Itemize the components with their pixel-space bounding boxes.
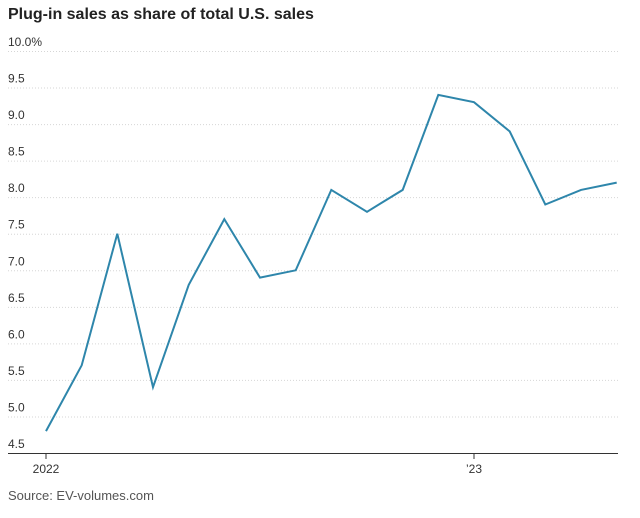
y-tick-label: 7.0 (8, 254, 25, 268)
x-axis-ticks: 2022 ’23 (33, 453, 482, 476)
x-tick-label: ’23 (466, 462, 482, 476)
series-line (45, 93, 617, 432)
series-lines (45, 93, 617, 432)
y-tick-label: 5.0 (8, 400, 25, 414)
y-tick-label: 9.5 (8, 72, 25, 86)
y-tick-label: 8.0 (8, 181, 25, 195)
y-tick-label: 9.0 (8, 108, 25, 122)
chart-title: Plug-in sales as share of total U.S. sal… (8, 6, 314, 23)
y-gridlines (8, 51, 618, 454)
x-tick-label: 2022 (33, 462, 60, 476)
source-note: Source: EV-volumes.com (8, 488, 154, 503)
y-tick-label: 8.5 (8, 145, 25, 159)
y-tick-label: 4.5 (8, 437, 25, 451)
y-tick-label: 6.5 (8, 291, 25, 305)
y-tick-labels: 10.0% 9.5 9.0 8.5 8.0 7.5 7.0 6.5 6.0 5.5 5.0 4.5 (8, 35, 42, 451)
y-tick-label: 10.0% (8, 35, 42, 49)
y-tick-label: 5.5 (8, 364, 25, 378)
y-tick-label: 7.5 (8, 218, 25, 232)
y-tick-label: 6.0 (8, 327, 25, 341)
